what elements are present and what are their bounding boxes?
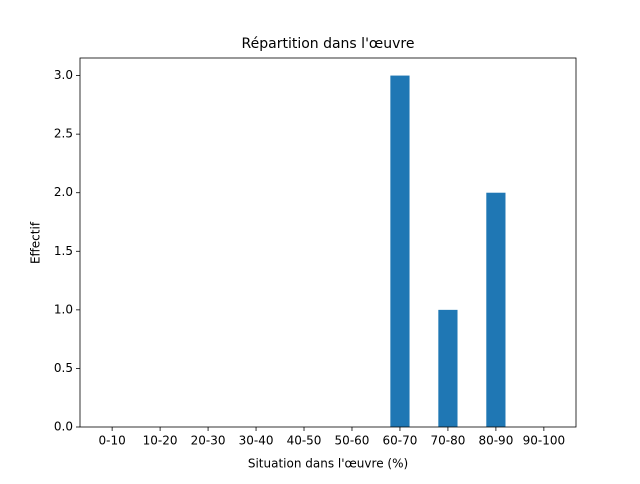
x-axis-label: Situation dans l'œuvre (%) bbox=[248, 457, 408, 471]
y-tick-label: 1.0 bbox=[54, 302, 73, 316]
y-tick-label: 2.5 bbox=[54, 127, 73, 141]
x-tick-label: 10-20 bbox=[143, 434, 178, 448]
plot-frame bbox=[79, 57, 577, 428]
x-tick-label: 40-50 bbox=[287, 434, 322, 448]
y-tick-label: 2.0 bbox=[54, 185, 73, 199]
y-tick-label: 1.5 bbox=[54, 244, 73, 258]
x-tick-label: 90-100 bbox=[523, 434, 566, 448]
y-axis-label: Effectif bbox=[29, 221, 43, 264]
x-tick-label: 0-10 bbox=[99, 434, 126, 448]
x-tick-label: 20-30 bbox=[191, 434, 226, 448]
y-tick-label: 0.0 bbox=[54, 420, 73, 434]
bar bbox=[390, 75, 410, 428]
bar bbox=[438, 309, 458, 427]
y-tick-label: 0.5 bbox=[54, 361, 73, 375]
bar bbox=[486, 192, 506, 427]
x-tick-label: 60-70 bbox=[383, 434, 418, 448]
x-tick-label: 30-40 bbox=[239, 434, 274, 448]
y-tick-label: 3.0 bbox=[54, 68, 73, 82]
x-tick-label: 50-60 bbox=[335, 434, 370, 448]
x-tick-label: 80-90 bbox=[478, 434, 513, 448]
x-tick-label: 70-80 bbox=[430, 434, 465, 448]
chart-title: Répartition dans l'œuvre bbox=[242, 36, 415, 52]
